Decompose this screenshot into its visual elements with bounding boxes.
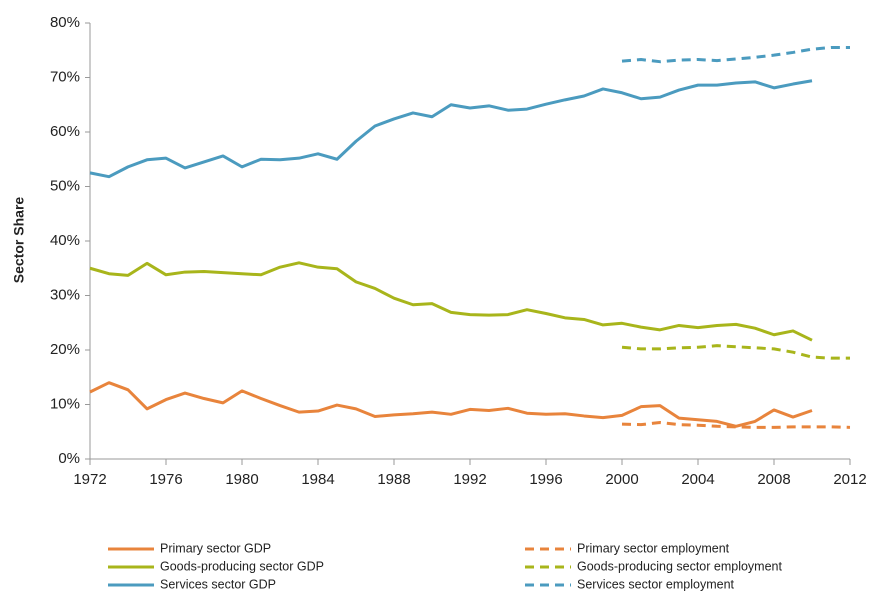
series-line xyxy=(89,381,813,428)
y-tick-label: 10% xyxy=(50,395,80,412)
x-tick-label: 2008 xyxy=(757,471,790,488)
x-tick-label: 2012 xyxy=(833,471,866,488)
x-tick-label: 1996 xyxy=(529,471,562,488)
x-tick-label: 2000 xyxy=(605,471,638,488)
legend: Primary sector GDP Goods-producing sector… xyxy=(108,541,782,591)
x-tick-label: 1980 xyxy=(225,471,258,488)
series-line xyxy=(621,46,850,64)
x-tick-label: 1992 xyxy=(453,471,486,488)
x-tick-label: 1976 xyxy=(149,471,182,488)
x-tick-label: 1972 xyxy=(73,471,106,488)
y-tick-label: 60% xyxy=(50,123,80,140)
x-tick-label: 1984 xyxy=(301,471,334,488)
legend-label: Primary sector employment xyxy=(577,541,730,555)
y-axis-label: Sector Share xyxy=(11,197,27,284)
y-tick-label: 50% xyxy=(50,177,80,194)
y-tick-label: 0% xyxy=(58,450,80,467)
legend-label: Services sector employment xyxy=(577,577,735,591)
y-tick-label: 70% xyxy=(50,68,80,85)
series-line xyxy=(89,261,813,342)
legend-label: Goods-producing sector employment xyxy=(577,559,782,573)
legend-label: Services sector GDP xyxy=(160,577,276,591)
legend-label: Goods-producing sector GDP xyxy=(160,559,324,573)
series-line xyxy=(621,420,851,429)
series-line xyxy=(621,344,850,360)
y-tick-label: 20% xyxy=(50,341,80,358)
legend-label: Primary sector GDP xyxy=(160,541,271,555)
y-tick-label: 80% xyxy=(50,14,80,31)
x-tick-label: 1988 xyxy=(377,471,410,488)
series-line xyxy=(89,79,813,179)
x-tick-label: 2004 xyxy=(681,471,714,488)
y-tick-label: 40% xyxy=(50,232,80,249)
y-tick-label: 30% xyxy=(50,286,80,303)
